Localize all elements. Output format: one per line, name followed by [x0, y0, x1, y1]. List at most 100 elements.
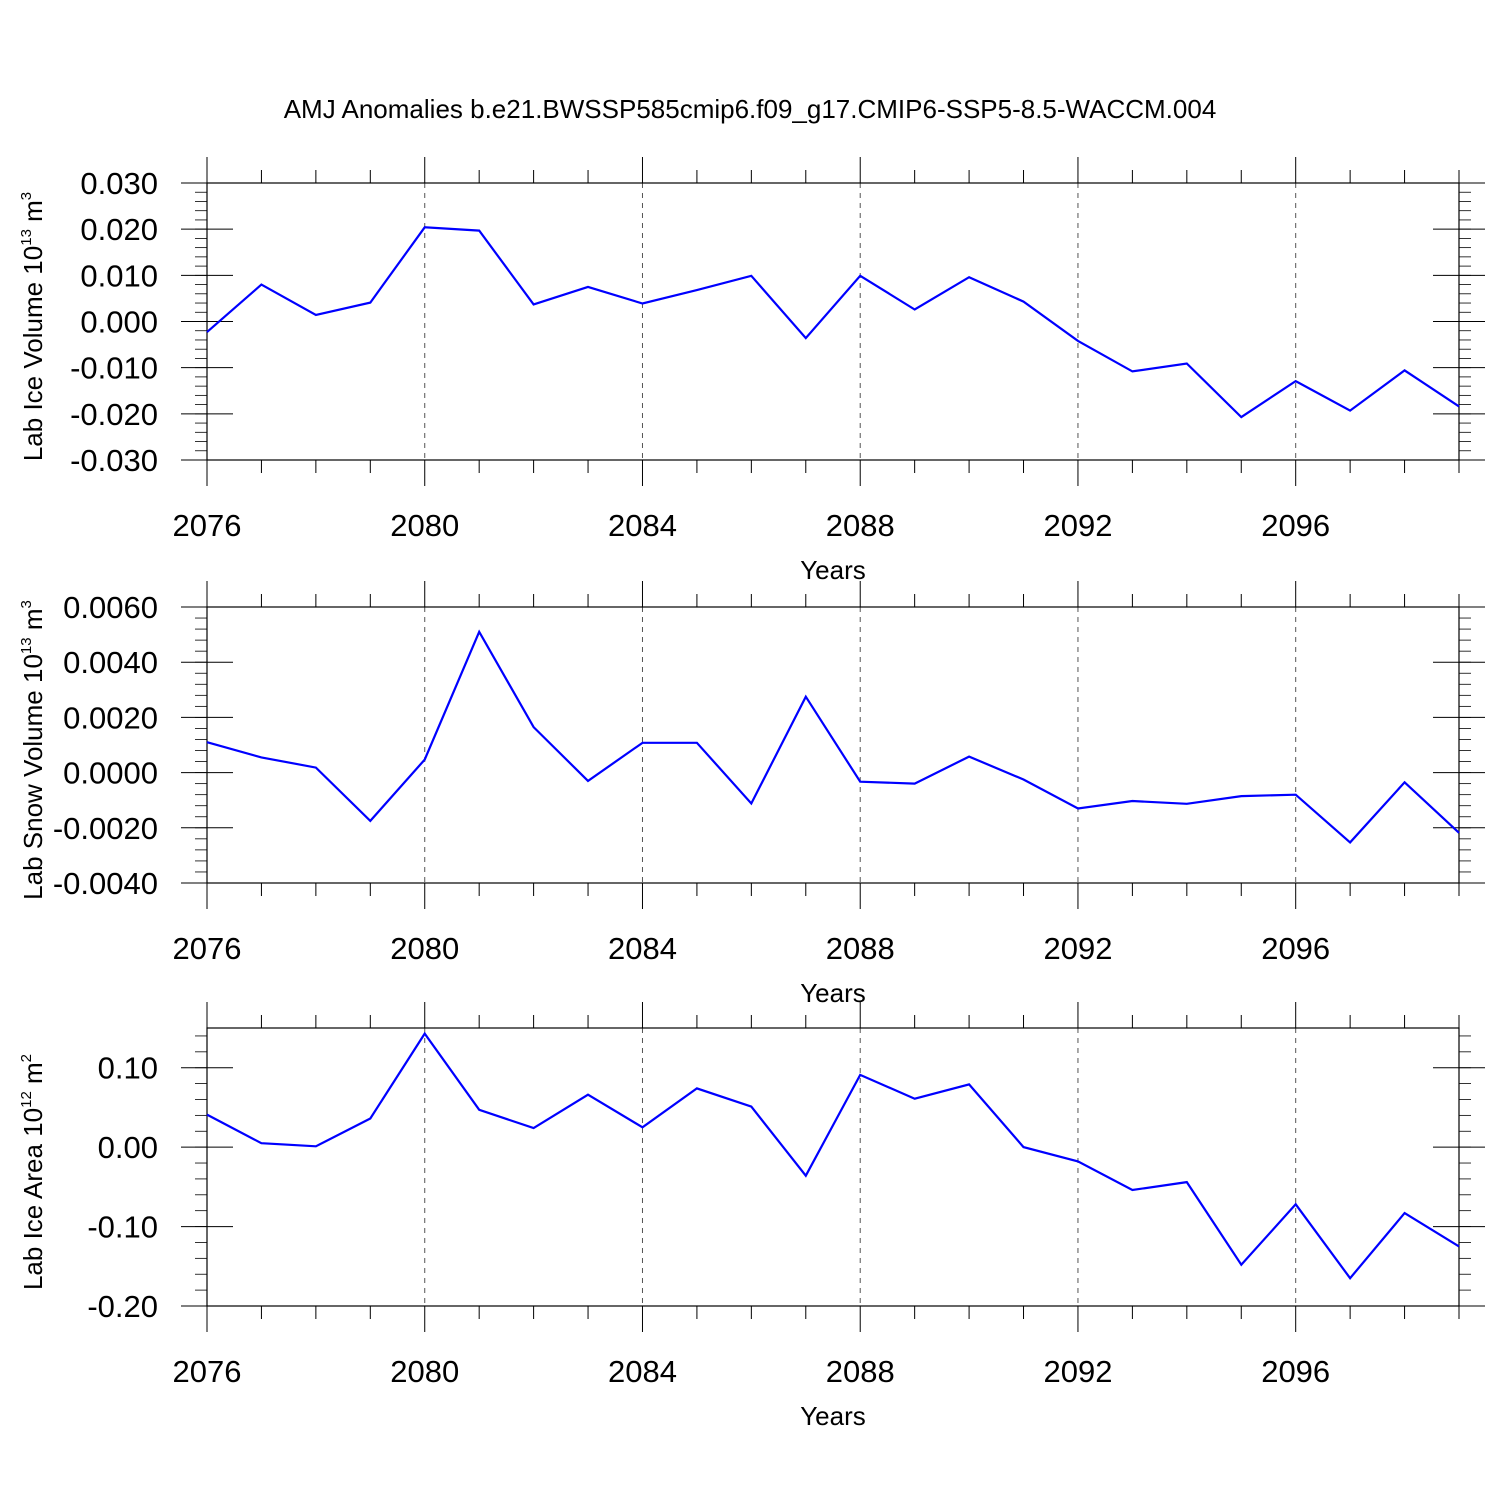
data-point: [368, 1117, 372, 1121]
data-point: [314, 313, 318, 317]
data-point: [640, 301, 644, 305]
data-point: [368, 819, 372, 823]
data-point: [913, 782, 917, 786]
data-point: [1239, 794, 1243, 798]
chart-title: AMJ Anomalies b.e21.BWSSP585cmip6.f09_g1…: [284, 94, 1217, 124]
data-point: [532, 725, 536, 729]
panel-ice-volume: 0.030 0.020 0.010 0.000 -0.010 -0.020 -0.030 20…: [18, 157, 1485, 585]
y-tick-label: -0.0020: [53, 811, 158, 846]
y-tick-label: 0.0020: [63, 700, 158, 735]
y-tick-label: 0.00: [98, 1130, 158, 1165]
data-point: [1457, 831, 1461, 835]
data-point: [586, 1093, 590, 1097]
series-line: [206, 629, 1460, 844]
plot-frame: [206, 1027, 1460, 1307]
y-tick-label: 0.010: [80, 258, 158, 293]
data-point: [205, 330, 209, 334]
panel-snow-volume: 0.0060 0.0040 0.0020 0.0000 -0.0020 -0.0040 20…: [18, 581, 1485, 1008]
plot-frame: [206, 182, 1460, 461]
data-point: [1294, 1202, 1298, 1206]
data-point: [858, 274, 862, 278]
x-tick-label: 2080: [390, 508, 459, 543]
data-point: [967, 755, 971, 759]
data-point: [259, 755, 263, 759]
data-point: [640, 1125, 644, 1129]
panel-ice-area: 0.10 0.00 -0.10 -0.20 2076 2080 2084 2088 2092 20…: [18, 1002, 1485, 1431]
y-axis-title: Lab Ice Area 1012 m2: [18, 1054, 48, 1290]
y-axis-title: Lab Ice Volume 1013 m3: [18, 192, 48, 461]
data-point: [913, 1097, 917, 1101]
x-tick-label: 2076: [173, 508, 242, 543]
data-point: [804, 1174, 808, 1178]
data-point: [695, 1086, 699, 1090]
data-point: [1239, 1263, 1243, 1267]
y-tick-label: -0.010: [70, 351, 158, 386]
x-axis-title: Years: [800, 1401, 866, 1431]
x-tick-label: 2080: [390, 931, 459, 966]
data-point: [259, 283, 263, 287]
data-point: [205, 740, 209, 744]
data-point: [1457, 1244, 1461, 1248]
data-point: [858, 780, 862, 784]
x-axis-title: Years: [800, 978, 866, 1008]
data-point: [1239, 415, 1243, 419]
x-tick-label: 2084: [608, 1354, 677, 1389]
data-point: [1403, 1211, 1407, 1215]
y-tick-label: 0.10: [98, 1051, 158, 1086]
data-point: [205, 1113, 209, 1117]
series-line: [206, 226, 1460, 419]
x-tick-label: 2088: [826, 1354, 895, 1389]
x-tick-label: 2096: [1261, 1354, 1330, 1389]
y-tick-label: -0.10: [87, 1210, 158, 1245]
data-point: [1130, 1188, 1134, 1192]
y-axis-title: Lab Snow Volume 1013 m3: [18, 600, 48, 900]
data-point: [1130, 799, 1134, 803]
data-point: [1403, 368, 1407, 372]
data-point: [695, 741, 699, 745]
data-point: [749, 802, 753, 806]
data-point: [804, 336, 808, 340]
data-point: [423, 225, 427, 229]
y-tick-label: 0.020: [80, 212, 158, 247]
data-point: [1022, 1145, 1026, 1149]
y-tick-label: 0.000: [80, 305, 158, 340]
data-point: [1022, 778, 1026, 782]
y-tick-label: 0.0000: [63, 756, 158, 791]
x-axis-title: Years: [800, 555, 866, 585]
data-point: [423, 1032, 427, 1036]
data-point: [1294, 379, 1298, 383]
data-point: [314, 1144, 318, 1148]
data-point: [640, 741, 644, 745]
data-point: [967, 275, 971, 279]
series-line: [206, 1031, 1460, 1280]
data-point: [314, 766, 318, 770]
data-point: [586, 779, 590, 783]
data-point: [1348, 409, 1352, 413]
data-point: [368, 301, 372, 305]
x-tick-label: 2092: [1043, 931, 1112, 966]
data-point: [913, 307, 917, 311]
y-tick-label: -0.0040: [53, 866, 158, 901]
data-point: [1457, 404, 1461, 408]
data-point: [586, 285, 590, 289]
data-point: [477, 1108, 481, 1112]
y-tick-label: -0.020: [70, 397, 158, 432]
x-tick-label: 2088: [826, 931, 895, 966]
x-tick-label: 2084: [608, 508, 677, 543]
y-tick-label: 0.0040: [63, 645, 158, 680]
x-tick-label: 2076: [173, 1354, 242, 1389]
data-point: [423, 758, 427, 762]
data-point: [749, 274, 753, 278]
data-point: [1076, 806, 1080, 810]
y-tick-label: -0.030: [70, 443, 158, 478]
y-tick-label: 0.030: [80, 166, 158, 201]
data-point: [1130, 369, 1134, 373]
x-tick-label: 2096: [1261, 931, 1330, 966]
data-point: [1076, 1159, 1080, 1163]
data-point: [749, 1105, 753, 1109]
data-point: [1022, 300, 1026, 304]
data-point: [532, 1126, 536, 1130]
data-point: [477, 630, 481, 634]
data-point: [1403, 780, 1407, 784]
